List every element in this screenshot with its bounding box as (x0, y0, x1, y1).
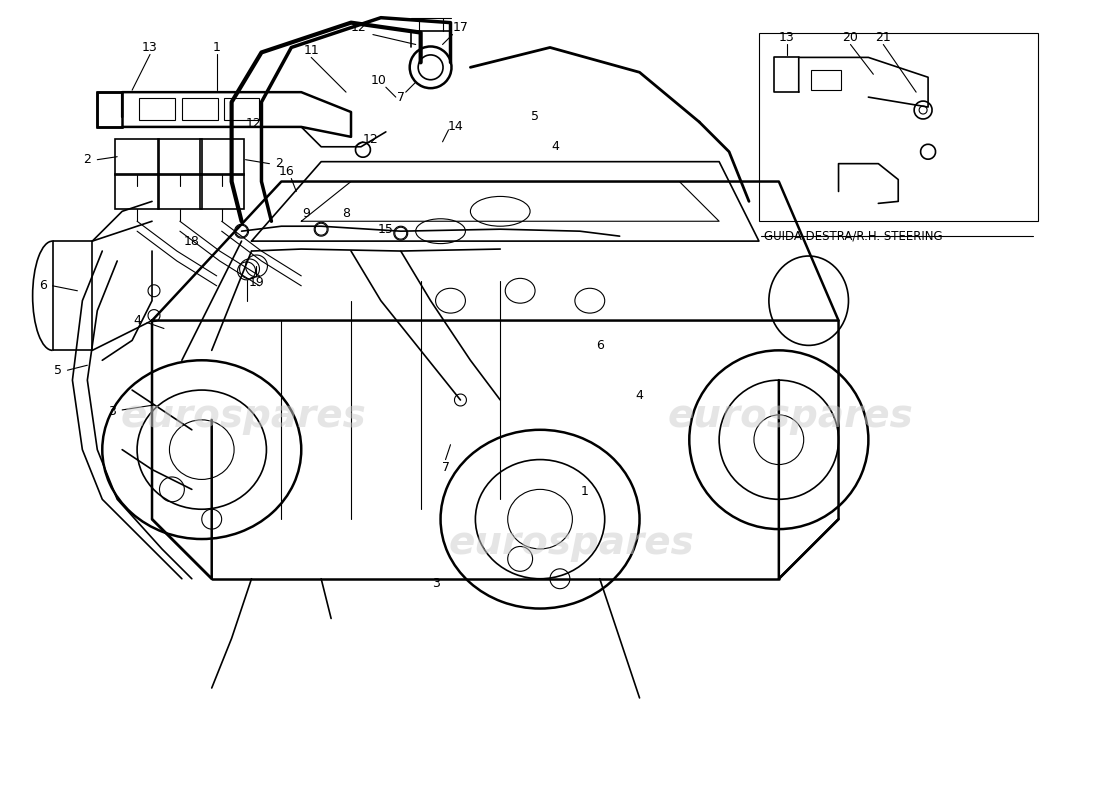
Text: 2: 2 (84, 153, 91, 166)
Text: 4: 4 (133, 314, 141, 327)
Bar (116, 139, 160, 174)
Text: 4: 4 (551, 140, 559, 154)
Text: eurospares: eurospares (121, 397, 366, 435)
Text: 3: 3 (431, 578, 440, 590)
Text: 6: 6 (39, 279, 46, 292)
Text: eurospares: eurospares (668, 397, 914, 435)
Text: 1: 1 (212, 41, 221, 54)
Text: 18: 18 (184, 234, 200, 248)
Text: 3: 3 (108, 406, 117, 418)
Bar (97, 92, 122, 127)
Text: 13: 13 (779, 31, 794, 44)
Text: eurospares: eurospares (449, 524, 695, 562)
Bar (200, 174, 243, 210)
Bar (139, 98, 175, 120)
Text: 12: 12 (363, 134, 378, 146)
Bar (158, 139, 201, 174)
Bar (158, 174, 201, 210)
Text: 13: 13 (142, 41, 158, 54)
Text: 8: 8 (342, 207, 350, 220)
Text: 5: 5 (54, 364, 62, 377)
Bar (116, 174, 160, 210)
Text: 16: 16 (278, 165, 294, 178)
Text: 17: 17 (452, 21, 469, 34)
Text: 14: 14 (448, 121, 463, 134)
Text: 19: 19 (249, 276, 264, 290)
Text: 15: 15 (378, 222, 394, 236)
Text: 12: 12 (351, 21, 366, 34)
Text: 1: 1 (581, 485, 589, 498)
Text: 2: 2 (275, 157, 284, 170)
Text: GUIDA DESTRA/R.H. STEERING: GUIDA DESTRA/R.H. STEERING (763, 229, 943, 242)
Text: 4: 4 (636, 389, 644, 402)
Bar (759, 33, 1037, 222)
Text: 20: 20 (843, 31, 858, 44)
Text: 9: 9 (302, 207, 310, 220)
Text: 7: 7 (441, 461, 450, 474)
Text: 6: 6 (596, 339, 604, 352)
Text: 11: 11 (304, 44, 319, 57)
Text: 7: 7 (397, 90, 405, 104)
Bar (200, 139, 243, 174)
Text: 21: 21 (876, 31, 891, 44)
Bar (811, 70, 840, 90)
Bar (182, 98, 218, 120)
Bar (223, 98, 260, 120)
Text: 10: 10 (371, 74, 387, 86)
Text: 5: 5 (531, 110, 539, 123)
Text: 12: 12 (245, 118, 262, 130)
